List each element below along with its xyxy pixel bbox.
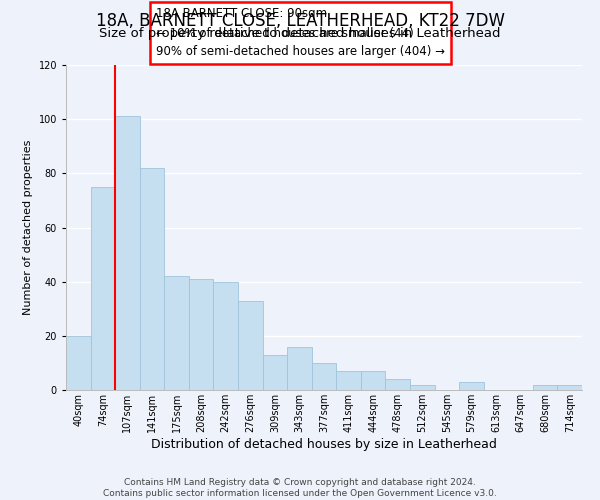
Bar [287, 346, 312, 390]
Text: 18A, BARNETT CLOSE, LEATHERHEAD, KT22 7DW: 18A, BARNETT CLOSE, LEATHERHEAD, KT22 7D… [95, 12, 505, 30]
Bar [140, 168, 164, 390]
Bar [533, 384, 557, 390]
Bar [410, 384, 434, 390]
Bar [336, 371, 361, 390]
Text: 18A BARNETT CLOSE: 90sqm
← 10% of detached houses are smaller (44)
90% of semi-d: 18A BARNETT CLOSE: 90sqm ← 10% of detach… [156, 8, 445, 59]
Bar [312, 363, 336, 390]
Bar [115, 116, 140, 390]
Text: Size of property relative to detached houses in Leatherhead: Size of property relative to detached ho… [99, 28, 501, 40]
Y-axis label: Number of detached properties: Number of detached properties [23, 140, 33, 315]
Bar [361, 371, 385, 390]
Bar [91, 187, 115, 390]
Text: Contains HM Land Registry data © Crown copyright and database right 2024.
Contai: Contains HM Land Registry data © Crown c… [103, 478, 497, 498]
Bar [263, 355, 287, 390]
Bar [459, 382, 484, 390]
Bar [164, 276, 189, 390]
Bar [66, 336, 91, 390]
Bar [214, 282, 238, 390]
Bar [189, 279, 214, 390]
Bar [557, 384, 582, 390]
Bar [385, 379, 410, 390]
X-axis label: Distribution of detached houses by size in Leatherhead: Distribution of detached houses by size … [151, 438, 497, 450]
Bar [238, 300, 263, 390]
